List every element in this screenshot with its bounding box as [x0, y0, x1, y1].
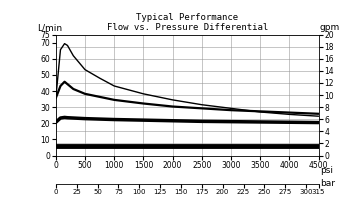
Text: psi: psi	[320, 166, 333, 175]
Text: L/min: L/min	[37, 23, 63, 32]
Title: Typical Performance
Flow vs. Pressure Differential: Typical Performance Flow vs. Pressure Di…	[107, 13, 268, 32]
Text: gpm: gpm	[320, 23, 340, 32]
Text: bar: bar	[320, 179, 335, 188]
